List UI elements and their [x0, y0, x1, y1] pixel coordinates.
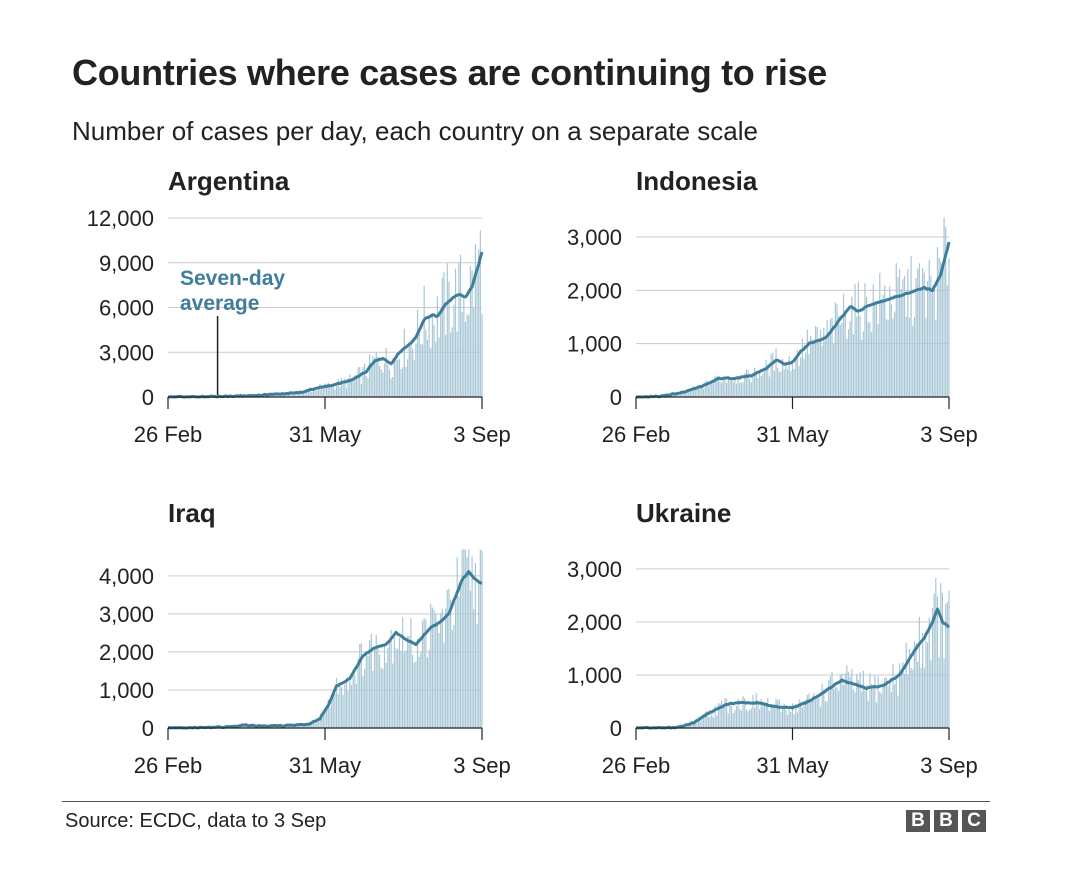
- x-tick-label: 31 May: [756, 422, 828, 447]
- y-tick-label: 6,000: [99, 296, 154, 321]
- x-tick-label: 26 Feb: [602, 753, 671, 778]
- panel-indonesia: Indonesia 0 1,000 2,000 3,000 26 Feb 31 May 3 S…: [567, 166, 978, 447]
- annotation-label: Seven-day: [180, 267, 285, 290]
- annotation-label: average: [180, 292, 259, 315]
- y-tick-label: 0: [142, 716, 154, 741]
- y-tick-label: 2,000: [567, 610, 622, 635]
- x-tick-label: 26 Feb: [602, 422, 671, 447]
- panel-title: Argentina: [168, 166, 290, 196]
- x-tick-label: 31 May: [756, 753, 828, 778]
- y-tick-label: 3,000: [567, 225, 622, 250]
- x-tick-label: 31 May: [289, 753, 361, 778]
- x-tick-label: 3 Sep: [920, 753, 978, 778]
- x-tick-label: 26 Feb: [134, 753, 203, 778]
- bbc-logo-letter: B: [906, 810, 930, 832]
- bbc-logo-letter: B: [934, 810, 958, 832]
- panel-title: Ukraine: [636, 498, 731, 528]
- panel-iraq: Iraq 0 1,000 2,000 3,000 4,000 26 Feb 31 May 3 S…: [99, 498, 511, 778]
- y-tick-label: 0: [610, 716, 622, 741]
- y-tick-label: 1,000: [99, 678, 154, 703]
- source-note: Source: ECDC, data to 3 Sep: [65, 810, 327, 832]
- y-tick-label: 0: [610, 385, 622, 410]
- y-tick-label: 4,000: [99, 564, 154, 589]
- chart-title: Countries where cases are continuing to …: [72, 52, 828, 93]
- panel-title: Iraq: [168, 498, 216, 528]
- y-tick-label: 3,000: [99, 340, 154, 365]
- x-tick-label: 26 Feb: [134, 422, 203, 447]
- panel-argentina: Argentina 0 3,000 6,000 9,000 12,000 26 Feb 31 …: [87, 166, 511, 447]
- y-tick-label: 12,000: [87, 206, 154, 231]
- y-tick-label: 3,000: [567, 557, 622, 582]
- y-tick-label: 1,000: [567, 332, 622, 357]
- y-tick-label: 3,000: [99, 602, 154, 627]
- bbc-logo: B B C: [906, 810, 986, 832]
- seven-day-average-line: [635, 241, 951, 399]
- chart-subtitle: Number of cases per day, each country on…: [72, 116, 759, 146]
- seven-day-average-line: [167, 570, 483, 730]
- footer-divider: [62, 801, 990, 802]
- y-tick-label: 1,000: [567, 663, 622, 688]
- y-tick-label: 9,000: [99, 251, 154, 276]
- panel-ukraine: Ukraine 0 1,000 2,000 3,000 26 Feb 31 May 3 Sep: [567, 498, 978, 778]
- y-tick-label: 0: [142, 385, 154, 410]
- x-tick-label: 3 Sep: [920, 422, 978, 447]
- x-tick-label: 3 Sep: [453, 422, 511, 447]
- panel-title: Indonesia: [636, 166, 758, 196]
- x-tick-label: 31 May: [289, 422, 361, 447]
- bbc-logo-letter: C: [962, 810, 986, 832]
- y-tick-label: 2,000: [99, 640, 154, 665]
- x-tick-label: 3 Sep: [453, 753, 511, 778]
- y-tick-label: 2,000: [567, 278, 622, 303]
- seven-day-average-line: [635, 607, 951, 730]
